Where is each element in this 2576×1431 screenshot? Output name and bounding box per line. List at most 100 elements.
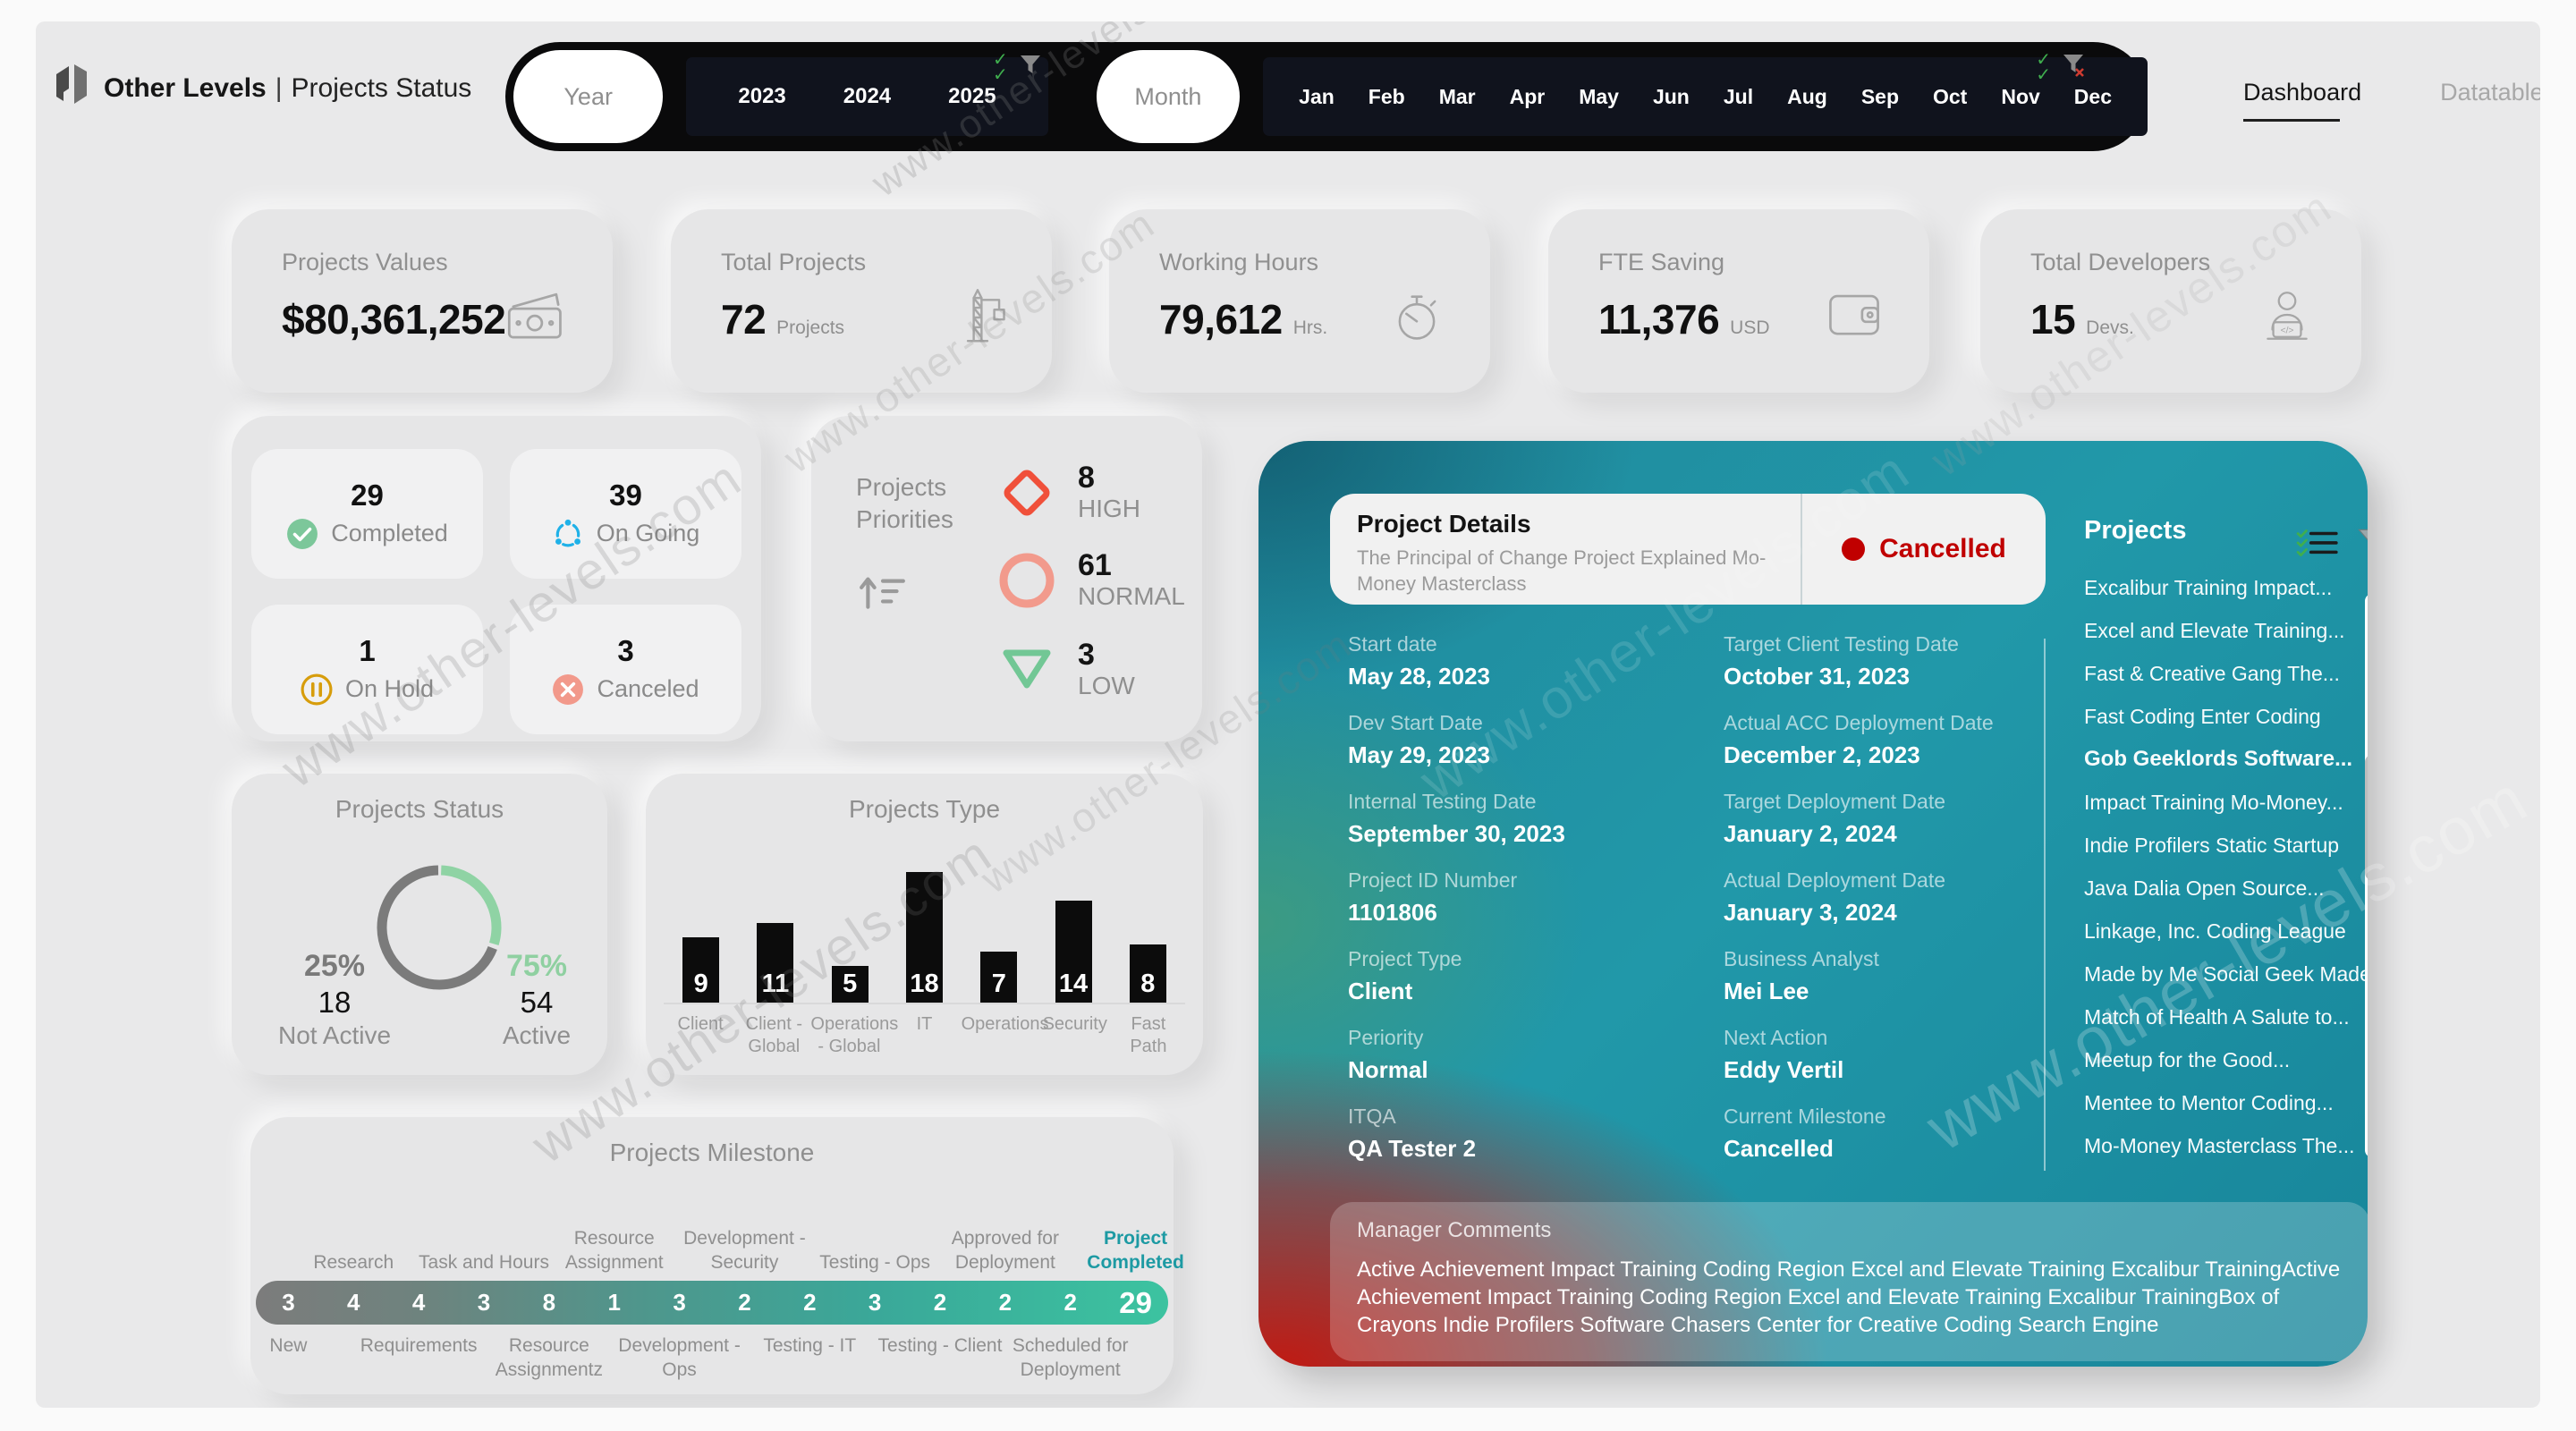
filter-icon[interactable] <box>1019 53 1042 78</box>
type-bar-value: 8 <box>1140 970 1156 998</box>
project-list-item[interactable]: Impact Training Mo-Money... <box>2084 791 2343 814</box>
month-option[interactable]: Jul <box>1723 84 1754 108</box>
priority-row-high[interactable]: 8 HIGH <box>997 461 1140 523</box>
month-option[interactable]: Oct <box>1933 84 1968 108</box>
year-slicer-icons: ✓ ✓ <box>993 50 1042 85</box>
project-list-item[interactable]: Indie Profilers Static Startup <box>2084 834 2340 857</box>
month-option[interactable]: May <box>1579 84 1619 108</box>
type-bar[interactable]: 11 <box>757 923 794 1003</box>
check-circle-icon <box>287 518 318 549</box>
type-bar-column[interactable]: 8 <box>1111 944 1185 1003</box>
field-label: ITQA <box>1348 1105 1396 1128</box>
project-list-item[interactable]: Match of Health A Salute to... <box>2084 1005 2350 1029</box>
type-bar-column[interactable]: 9 <box>664 937 738 1003</box>
year-option[interactable]: 2024 <box>843 84 892 108</box>
milestone-segment[interactable]: 4 <box>411 1289 426 1316</box>
banknotes-icon <box>502 286 570 348</box>
status-tile-completed[interactable]: 29 Completed <box>251 449 483 579</box>
month-option[interactable]: Dec <box>2073 84 2112 108</box>
priority-label: LOW <box>1078 671 1135 699</box>
status-tile-ongoing[interactable]: 39 On Going <box>510 449 741 579</box>
page-tab[interactable]: Dashboard <box>2243 79 2361 122</box>
project-list-item[interactable]: Made by Me Social Geek Made <box>2084 962 2368 986</box>
month-option[interactable]: Mar <box>1438 84 1476 108</box>
project-list-item[interactable]: Excel and Elevate Training... <box>2084 619 2345 642</box>
month-option[interactable]: Aug <box>1787 84 1827 108</box>
milestone-segment[interactable]: 29 <box>1119 1286 1152 1319</box>
manager-comments-title: Manager Comments <box>1357 1218 1552 1242</box>
month-option[interactable]: Apr <box>1509 84 1546 108</box>
projects-scrollbar[interactable] <box>2365 594 2368 1157</box>
detail-fields-right: Target Client Testing Date October 31, 2… <box>1724 632 1994 1183</box>
multi-select-check-icon[interactable]: ✓ ✓ <box>993 50 1008 85</box>
project-list-item[interactable]: Fast Coding Enter Coding <box>2084 705 2321 728</box>
milestone-segment[interactable]: 3 <box>868 1289 882 1316</box>
year-option[interactable]: 2023 <box>738 84 786 108</box>
year-options: 2023 2024 2025 <box>686 57 1048 136</box>
detail-field: Actual Deployment Date January 3, 2024 <box>1724 868 1994 947</box>
detail-fields-left: Start date May 28, 2023 Dev Start Date M… <box>1348 632 1565 1183</box>
type-bar-column[interactable]: 11 <box>738 923 812 1003</box>
milestone-segment[interactable]: 8 <box>542 1289 556 1316</box>
status-label: Canceled <box>597 675 699 702</box>
kpi-label: FTE Saving <box>1598 249 1725 275</box>
projects-status-donut[interactable] <box>368 856 511 999</box>
type-bar[interactable]: 5 <box>831 966 869 1003</box>
page-tab[interactable]: Datatable <box>2440 79 2540 106</box>
month-option[interactable]: Nov <box>2001 84 2040 108</box>
milestone-segment[interactable]: 4 <box>347 1289 360 1316</box>
project-list-item[interactable]: Gob Geeklords Software... <box>2084 747 2353 771</box>
stopwatch-icon <box>1386 286 1447 351</box>
project-list-item[interactable]: Fast & Creative Gang The... <box>2084 662 2340 685</box>
type-bar[interactable]: 7 <box>980 952 1018 1003</box>
year-option[interactable]: 2025 <box>948 84 996 108</box>
priority-row-normal[interactable]: 61 NORMAL <box>997 549 1185 611</box>
month-option[interactable]: Sep <box>1860 84 1899 108</box>
field-value: Normal <box>1348 1056 1428 1083</box>
month-option[interactable]: Jun <box>1652 84 1690 108</box>
milestone-segment[interactable]: 3 <box>673 1289 686 1316</box>
project-list-item[interactable]: Mo-Money Masterclass The... <box>2084 1134 2355 1157</box>
project-list-item[interactable]: Meetup for the Good... <box>2084 1048 2291 1071</box>
project-list-item[interactable]: Linkage, Inc. Coding League <box>2084 919 2346 943</box>
type-bar-label: Operations <box>961 1014 1049 1034</box>
status-tile-canceled[interactable]: 3 Canceled <box>510 605 741 734</box>
milestone-stage-label: Research <box>313 1252 394 1274</box>
project-list-item[interactable]: Java Dalia Open Source... <box>2084 876 2325 900</box>
multi-select-check-icon[interactable]: ✓ ✓ <box>2036 50 2051 85</box>
milestone-segment[interactable]: 2 <box>738 1289 751 1316</box>
project-list-item[interactable]: Mentee to Mentor Coding... <box>2084 1091 2334 1114</box>
status-count: 3 <box>617 633 634 667</box>
scrollbar-thumb[interactable] <box>2365 755 2368 880</box>
clear-filter-icon[interactable] <box>2062 53 2085 78</box>
month-option[interactable]: Jan <box>1299 84 1335 108</box>
milestone-segment[interactable]: 1 <box>607 1289 621 1316</box>
project-list-item[interactable]: Excalibur Training Impact... <box>2084 576 2333 599</box>
type-bar-column[interactable]: 7 <box>962 952 1036 1003</box>
clear-filter-icon[interactable] <box>2357 528 2368 560</box>
milestone-stage-label: Development - Ops <box>618 1335 741 1380</box>
page-tabs: Dashboard Datatable <box>2243 79 2540 122</box>
priority-row-low[interactable]: 3 LOW <box>997 639 1135 700</box>
checklist-icon[interactable] <box>2296 527 2339 561</box>
detail-field: ITQA QA Tester 2 <box>1348 1105 1565 1183</box>
type-bar[interactable]: 8 <box>1129 944 1166 1003</box>
type-bar[interactable]: 9 <box>682 937 720 1003</box>
status-tile-onhold[interactable]: 1 On Hold <box>251 605 483 734</box>
field-label: Next Action <box>1724 1026 1828 1049</box>
milestone-segment[interactable]: 3 <box>282 1289 295 1316</box>
milestone-stage-label: Scheduled for Deployment <box>1012 1335 1129 1380</box>
milestone-segment[interactable]: 2 <box>933 1289 947 1316</box>
date-slicer-bar: Year 2023 2024 2025 ✓ ✓ Month Jan Feb Mar Apr M… <box>505 42 2148 151</box>
svg-text:</>: </> <box>2281 326 2294 336</box>
milestone-segment[interactable]: 2 <box>998 1289 1013 1316</box>
type-bar[interactable]: 18 <box>906 872 943 1003</box>
type-bar-column[interactable]: 14 <box>1036 901 1110 1003</box>
type-bar-column[interactable]: 18 <box>887 872 962 1003</box>
type-bar[interactable]: 14 <box>1055 901 1092 1003</box>
milestone-segment[interactable]: 3 <box>477 1289 491 1316</box>
month-option[interactable]: Feb <box>1368 84 1405 108</box>
milestone-segment[interactable]: 2 <box>1063 1289 1077 1316</box>
milestone-segment[interactable]: 2 <box>803 1289 817 1316</box>
type-bar-column[interactable]: 5 <box>813 966 887 1003</box>
